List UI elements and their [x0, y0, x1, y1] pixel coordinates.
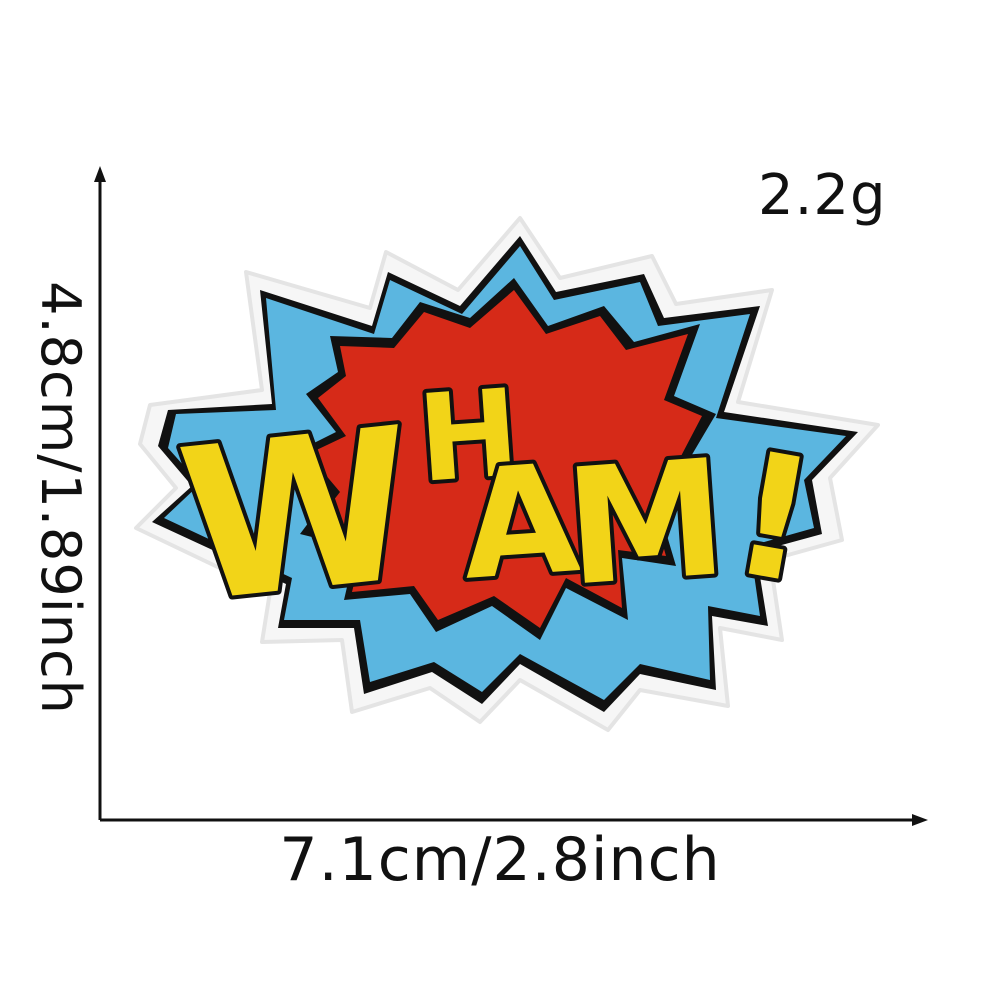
letter-h: H — [414, 364, 524, 510]
weight-label: 2.2g — [758, 163, 887, 228]
height-axis-arrow-icon — [94, 166, 106, 182]
letter-a: A — [456, 432, 584, 614]
width-dimension-label: 7.1cm/2.8inch — [279, 825, 721, 895]
patch-lettering: W H A M ! — [166, 360, 833, 654]
height-dimension-label: 4.8cm/1.89inch — [29, 281, 92, 715]
letter-w: W — [170, 382, 426, 650]
wham-patch: W H A M ! — [134, 216, 880, 732]
inner-burst — [308, 290, 702, 628]
letter-m: M — [560, 424, 732, 622]
width-axis-arrow-icon — [912, 814, 928, 826]
